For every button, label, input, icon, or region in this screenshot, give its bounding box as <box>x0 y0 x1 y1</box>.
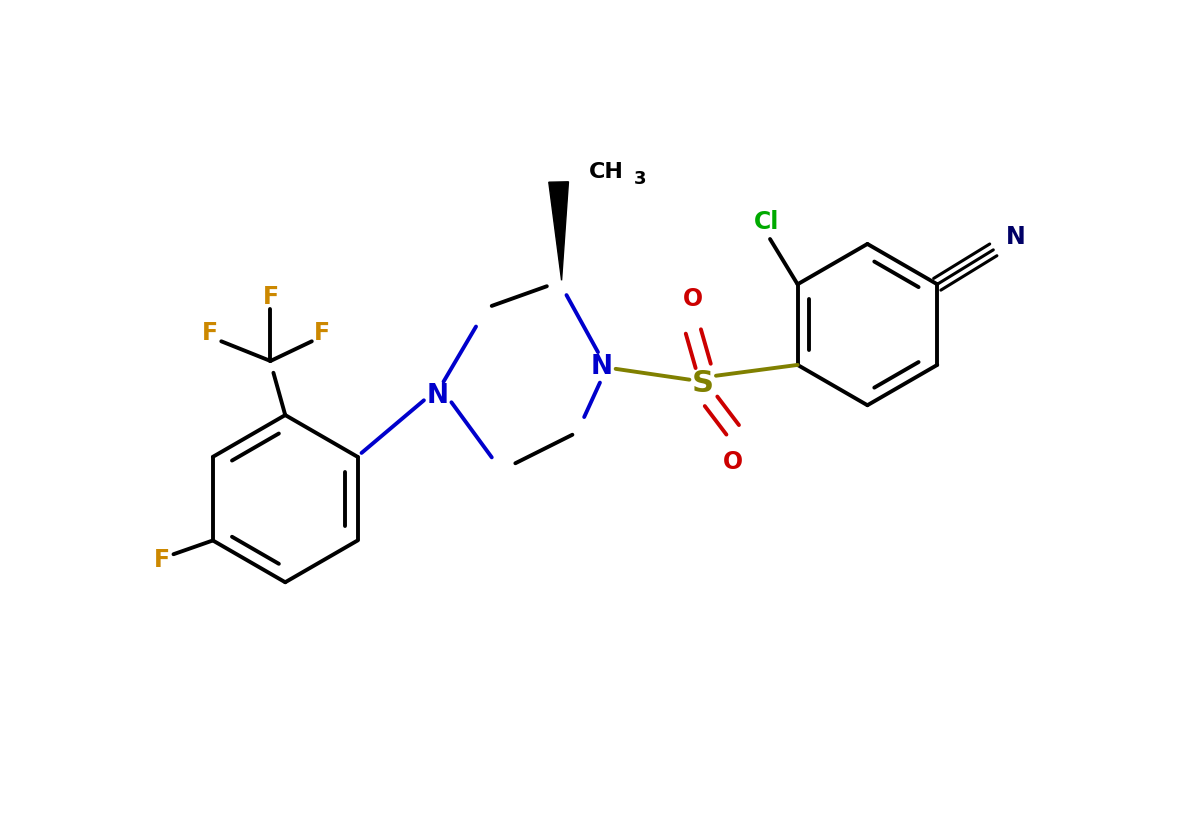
Polygon shape <box>549 182 568 281</box>
Text: F: F <box>201 322 218 345</box>
Text: N: N <box>426 383 449 410</box>
Text: S: S <box>692 369 715 398</box>
Text: F: F <box>313 322 330 345</box>
Text: O: O <box>684 287 704 311</box>
Text: N: N <box>1006 225 1025 249</box>
Text: 3: 3 <box>634 170 647 188</box>
Text: N: N <box>591 354 613 380</box>
Text: O: O <box>723 450 743 474</box>
Text: F: F <box>154 548 170 572</box>
Text: F: F <box>262 285 279 309</box>
Text: Cl: Cl <box>754 210 779 235</box>
Text: CH: CH <box>588 163 623 182</box>
